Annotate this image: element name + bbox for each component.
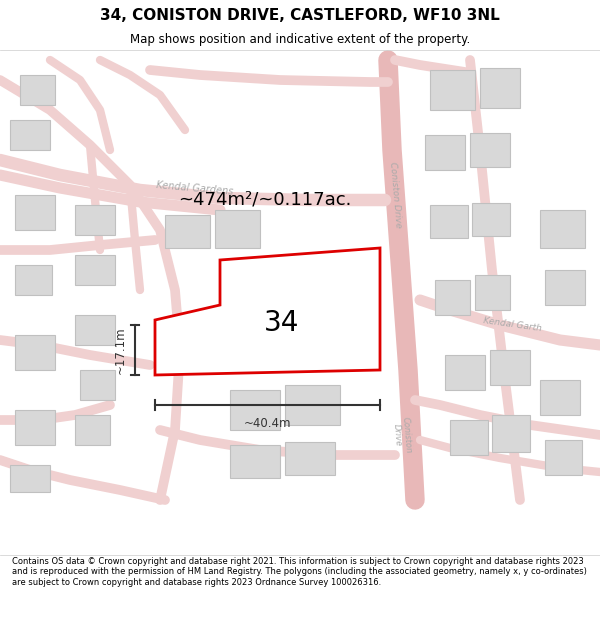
Polygon shape [445, 355, 485, 390]
Polygon shape [540, 210, 585, 248]
Text: Coniston Drive: Coniston Drive [388, 161, 403, 229]
Polygon shape [155, 248, 380, 375]
Polygon shape [540, 380, 580, 415]
Polygon shape [545, 440, 582, 475]
Polygon shape [285, 442, 335, 475]
Polygon shape [75, 255, 115, 285]
Polygon shape [425, 135, 465, 170]
Polygon shape [490, 350, 530, 385]
Text: Map shows position and indicative extent of the property.: Map shows position and indicative extent… [130, 32, 470, 46]
Polygon shape [75, 315, 115, 345]
Polygon shape [10, 120, 50, 150]
Polygon shape [430, 70, 475, 110]
Polygon shape [285, 385, 340, 425]
Polygon shape [475, 275, 510, 310]
Polygon shape [215, 210, 260, 248]
Text: Contains OS data © Crown copyright and database right 2021. This information is : Contains OS data © Crown copyright and d… [12, 557, 587, 587]
Text: 34: 34 [264, 309, 299, 337]
Polygon shape [15, 410, 55, 445]
Polygon shape [435, 280, 470, 315]
Polygon shape [450, 420, 488, 455]
Text: ~17.1m: ~17.1m [114, 326, 127, 374]
Polygon shape [472, 203, 510, 236]
Polygon shape [75, 205, 115, 235]
Polygon shape [165, 215, 210, 248]
Polygon shape [80, 370, 115, 400]
Polygon shape [15, 265, 52, 295]
Polygon shape [480, 68, 520, 108]
Polygon shape [75, 415, 110, 445]
Text: ~40.4m: ~40.4m [244, 417, 291, 430]
Polygon shape [230, 390, 280, 430]
Polygon shape [20, 75, 55, 105]
Polygon shape [430, 205, 468, 238]
Polygon shape [10, 465, 50, 492]
Text: 34, CONISTON DRIVE, CASTLEFORD, WF10 3NL: 34, CONISTON DRIVE, CASTLEFORD, WF10 3NL [100, 8, 500, 22]
Text: Coniston
Drive: Coniston Drive [391, 416, 413, 454]
Polygon shape [492, 415, 530, 452]
Polygon shape [15, 335, 55, 370]
Text: Kendal Gardens: Kendal Gardens [156, 179, 234, 196]
Polygon shape [545, 270, 585, 305]
Polygon shape [230, 445, 280, 478]
Polygon shape [470, 133, 510, 167]
Text: Kendal Garth: Kendal Garth [482, 316, 542, 334]
Text: ~474m²/~0.117ac.: ~474m²/~0.117ac. [178, 191, 352, 209]
Polygon shape [15, 195, 55, 230]
Polygon shape [270, 295, 320, 335]
